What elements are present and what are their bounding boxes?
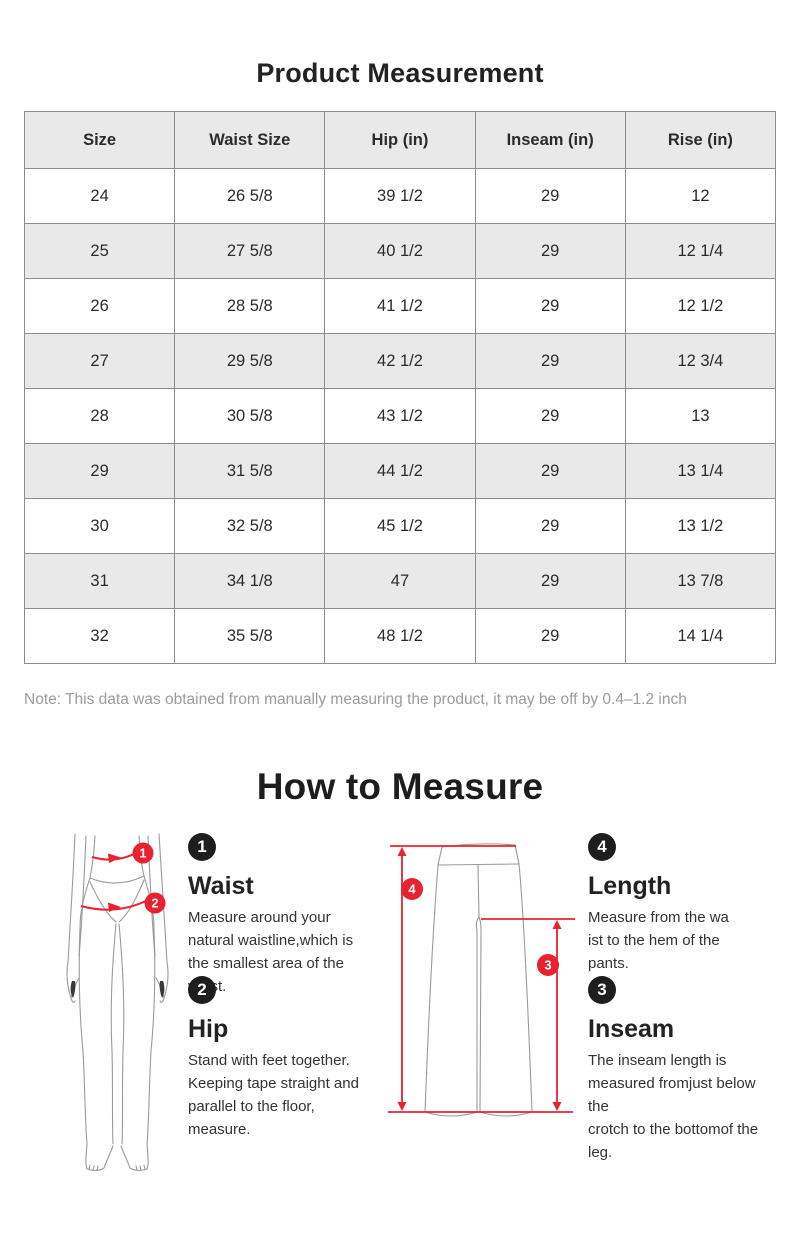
table-cell: 26: [23, 278, 176, 334]
table-cell: 12: [624, 168, 777, 224]
table-row: 27 29 5/8 42 1/2 29 12 3/4: [23, 333, 777, 389]
table-cell: 12 1/2: [624, 278, 777, 334]
column-header: Size: [23, 111, 176, 169]
measure-item-description: Stand with feet together. Keeping tape s…: [188, 1052, 359, 1138]
table-row: 25 27 5/8 40 1/2 29 12 1/4: [23, 223, 777, 279]
step-number-badge: 2: [188, 976, 216, 1004]
table-row: 32 35 5/8 48 1/2 29 14 1/4: [23, 608, 777, 664]
measure-item-description: Measure around your natural waistline,wh…: [188, 909, 354, 995]
inseam-mark-label: 3: [544, 958, 551, 973]
table-cell: 28: [23, 388, 176, 444]
measure-item-waist: 1 Waist Measure around your natural wais…: [188, 833, 366, 998]
measure-item-description: The inseam length is measured fromjust b…: [588, 1052, 759, 1161]
measurement-note: Note: This data was obtained from manual…: [24, 691, 687, 708]
table-cell: 45 1/2: [324, 498, 476, 554]
table-row: 28 30 5/8 43 1/2 29 13: [23, 388, 777, 444]
table-cell: 13 7/8: [624, 553, 777, 609]
table-cell: 32: [23, 608, 176, 664]
table-cell: 29 5/8: [174, 333, 326, 389]
table-cell: 29: [474, 498, 626, 554]
measure-item-inseam: 3 Inseam The inseam length is measured f…: [588, 976, 778, 1164]
step-number: 2: [197, 980, 207, 999]
table-row: 29 31 5/8 44 1/2 29 13 1/4: [23, 443, 777, 499]
how-to-measure-title: How to Measure: [256, 766, 544, 807]
table-cell: 30 5/8: [174, 388, 326, 444]
table-cell: 29: [23, 443, 176, 499]
table-cell: 27 5/8: [174, 223, 326, 279]
column-header: Hip (in): [324, 111, 476, 169]
step-number: 4: [597, 837, 607, 856]
table-cell: 29: [474, 388, 626, 444]
measure-item-hip: 2 Hip Stand with feet together. Keeping …: [188, 976, 366, 1141]
measure-item-length: 4 Length Measure from the wa ist to the …: [588, 833, 778, 975]
length-mark-label: 4: [408, 882, 416, 897]
table-cell: 41 1/2: [324, 278, 476, 334]
measure-item-title: Hip: [188, 1015, 229, 1043]
table-cell: 32 5/8: [174, 498, 326, 554]
table-cell: 12 1/4: [624, 223, 777, 279]
step-number-badge: 3: [588, 976, 616, 1004]
table-row: 30 32 5/8 45 1/2 29 13 1/2: [23, 498, 777, 554]
table-cell: 29: [474, 553, 626, 609]
step-number: 1: [197, 837, 207, 856]
table-cell: 29: [474, 168, 626, 224]
table-cell: 43 1/2: [324, 388, 476, 444]
page-title: Product Measurement: [256, 58, 544, 88]
table-cell: 47: [324, 553, 476, 609]
table-cell: 35 5/8: [174, 608, 326, 664]
table-cell: 31: [23, 553, 176, 609]
table-cell: 29: [474, 278, 626, 334]
step-number-badge: 4: [588, 833, 616, 861]
table-cell: 29: [474, 333, 626, 389]
measurement-table: Size Waist Size Hip (in) Inseam (in) Rise (i…: [23, 111, 777, 664]
column-header: Waist Size: [174, 111, 326, 169]
how-to-measure-section: 1 2: [0, 818, 800, 1216]
table-cell: 48 1/2: [324, 608, 476, 664]
table-cell: 13 1/4: [624, 443, 777, 499]
table-row: 24 26 5/8 39 1/2 29 12: [23, 168, 777, 224]
waist-mark-label: 1: [140, 847, 147, 861]
step-number: 3: [597, 980, 607, 999]
table-cell: 26 5/8: [174, 168, 326, 224]
step-number-badge: 1: [188, 833, 216, 861]
measure-item-title: Waist: [188, 872, 254, 900]
body-figure-illustration: 1 2: [66, 833, 169, 1171]
table-cell: 30: [23, 498, 176, 554]
pants-figure-illustration: 4 3: [388, 843, 575, 1117]
table-header-row: Size Waist Size Hip (in) Inseam (in) Rise (i…: [23, 111, 777, 169]
table-cell: 29: [474, 608, 626, 664]
table-row: 31 34 1/8 47 29 13 7/8: [23, 553, 777, 609]
table-cell: 12 3/4: [624, 333, 777, 389]
column-header: Inseam (in): [474, 111, 626, 169]
table-cell: 31 5/8: [174, 443, 326, 499]
hip-mark-label: 2: [152, 897, 159, 911]
measure-item-title: Length: [588, 872, 672, 900]
table-cell: 24: [23, 168, 176, 224]
table-cell: 29: [474, 223, 626, 279]
table-cell: 13 1/2: [624, 498, 777, 554]
column-header: Rise (in): [624, 111, 777, 169]
table-cell: 34 1/8: [174, 553, 326, 609]
table-row: 26 28 5/8 41 1/2 29 12 1/2: [23, 278, 777, 334]
table-cell: 27: [23, 333, 176, 389]
table-cell: 44 1/2: [324, 443, 476, 499]
table-cell: 39 1/2: [324, 168, 476, 224]
table-cell: 29: [474, 443, 626, 499]
measure-item-description: Measure from the wa ist to the hem of th…: [588, 909, 729, 972]
size-guide-page: Product Measurement Size Waist Size Hip (i…: [0, 58, 800, 1248]
table-cell: 28 5/8: [174, 278, 326, 334]
table-cell: 42 1/2: [324, 333, 476, 389]
table-cell: 14 1/4: [624, 608, 777, 664]
table-cell: 13: [624, 388, 777, 444]
measure-item-title: Inseam: [588, 1015, 675, 1043]
table-cell: 25: [23, 223, 176, 279]
table-cell: 40 1/2: [324, 223, 476, 279]
